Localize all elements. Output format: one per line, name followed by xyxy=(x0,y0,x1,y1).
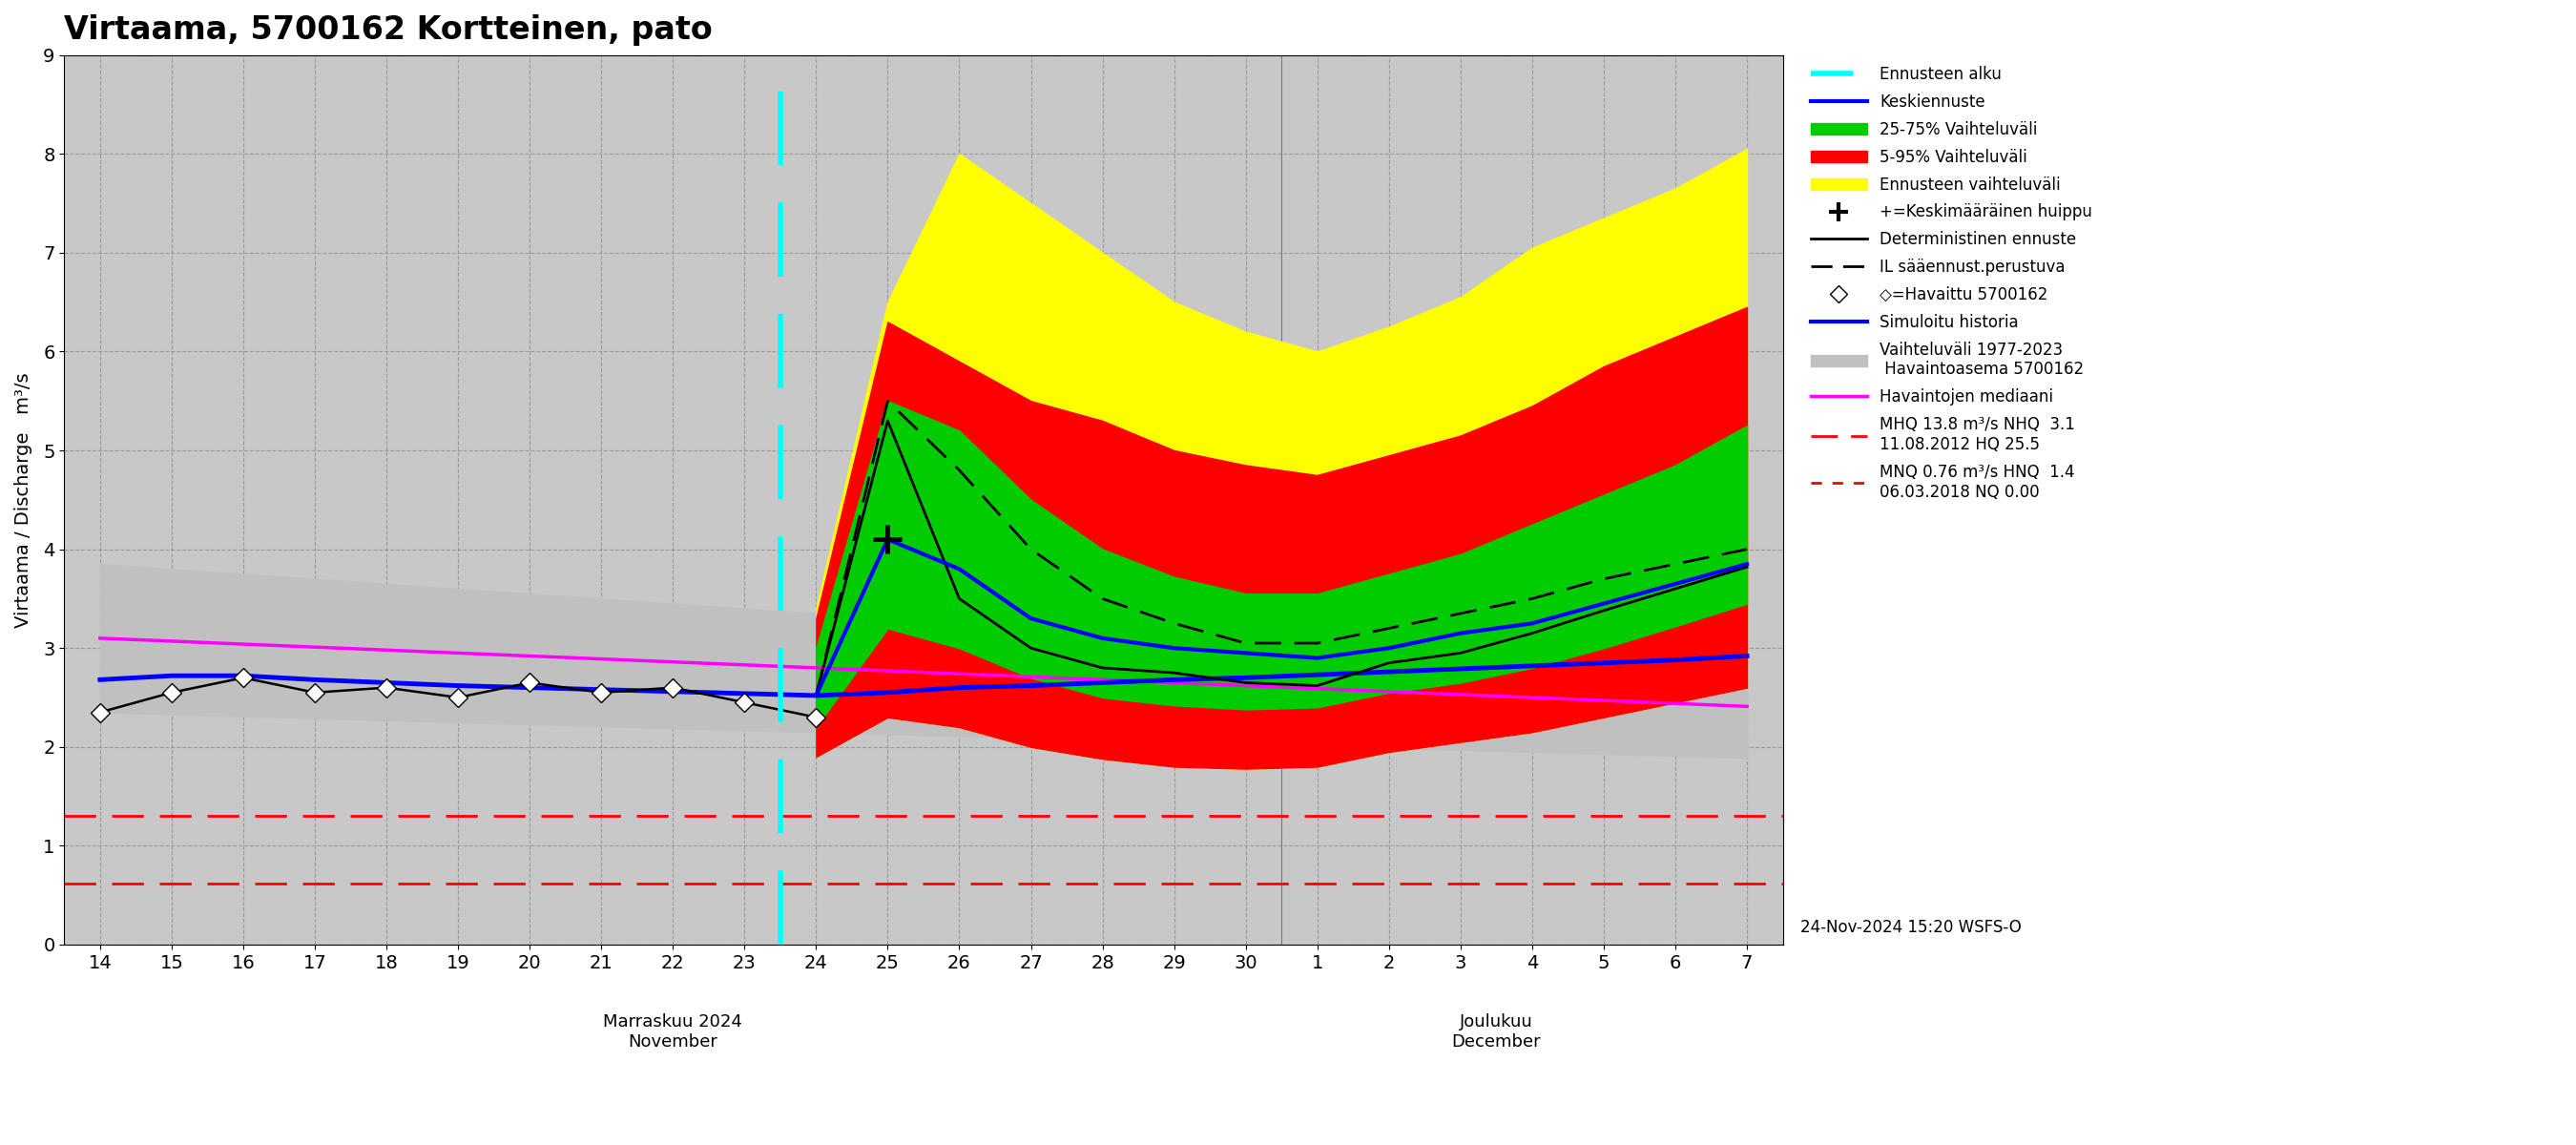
Text: 24-Nov-2024 15:20 WSFS-O: 24-Nov-2024 15:20 WSFS-O xyxy=(1801,918,2022,935)
Y-axis label: Virtaama / Discharge   m³/s: Virtaama / Discharge m³/s xyxy=(15,372,33,627)
Text: Marraskuu 2024
November: Marraskuu 2024 November xyxy=(603,1013,742,1051)
Text: Virtaama, 5700162 Kortteinen, pato: Virtaama, 5700162 Kortteinen, pato xyxy=(64,14,714,46)
Legend: Ennusteen alku, Keskiennuste, 25-75% Vaihteluväli, 5-95% Vaihteluväli, Ennusteen: Ennusteen alku, Keskiennuste, 25-75% Vai… xyxy=(1808,63,2094,504)
Text: Joulukuu
December: Joulukuu December xyxy=(1453,1013,1540,1051)
